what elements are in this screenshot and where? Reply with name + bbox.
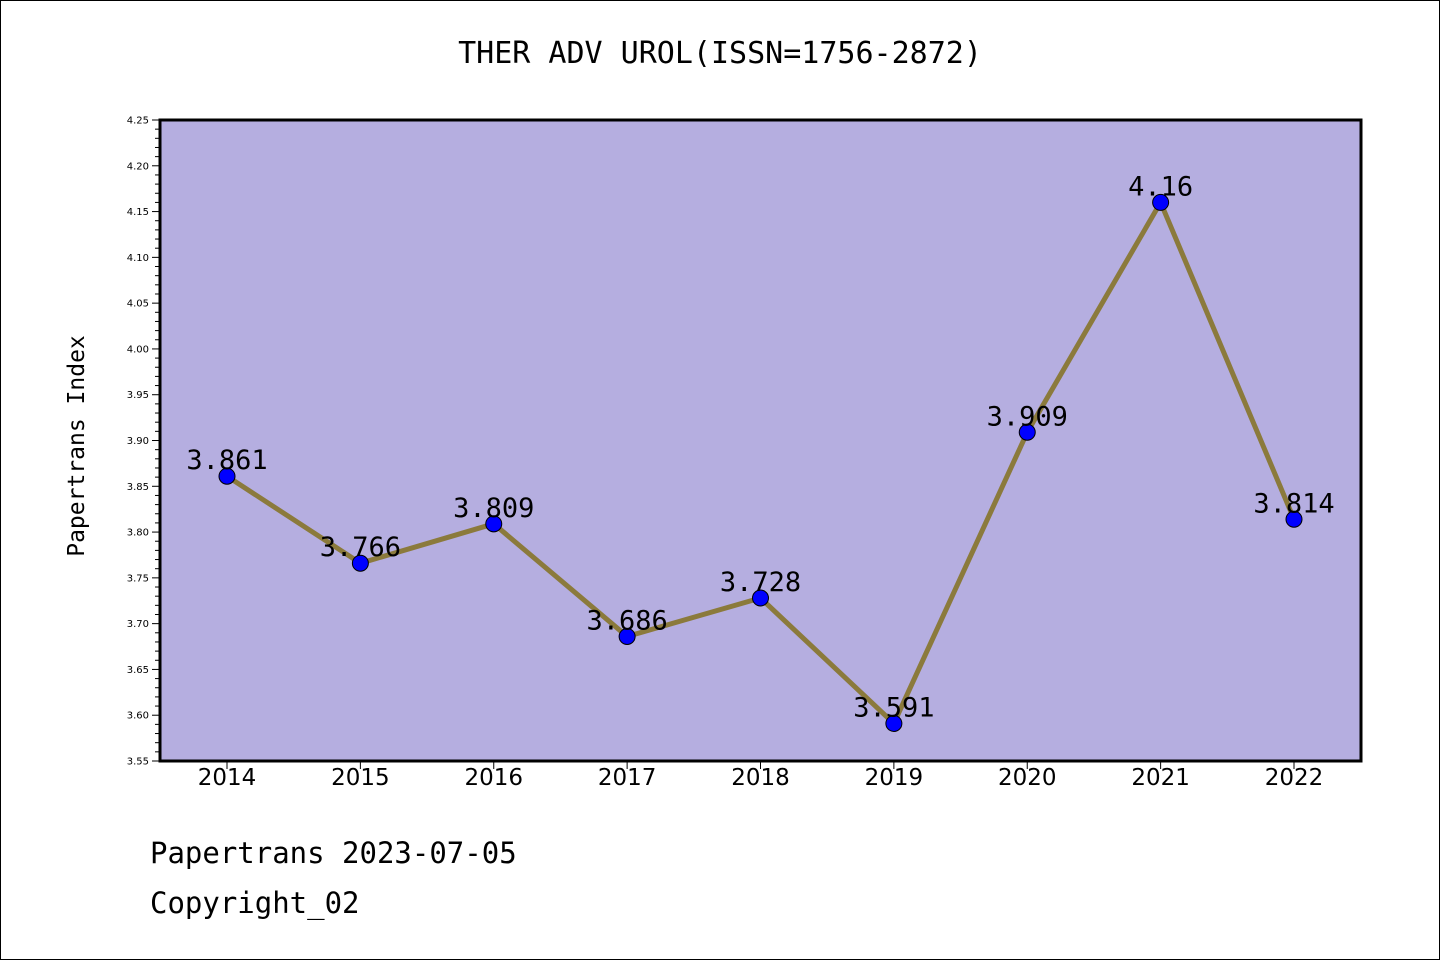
data-label: 3.809	[453, 493, 534, 524]
data-point	[618, 627, 636, 645]
data-point	[1285, 510, 1303, 528]
data-point	[351, 554, 369, 572]
data-label: 3.686	[586, 605, 667, 636]
data-label: 3.814	[1253, 488, 1334, 519]
data-label: 3.766	[320, 532, 401, 563]
y-tick-label: 4.15	[127, 207, 149, 218]
y-tick-label: 3.65	[127, 665, 149, 676]
y-tick-label: 4.00	[127, 344, 149, 355]
data-point	[1018, 423, 1036, 441]
x-tick-label: 2022	[1265, 765, 1324, 791]
y-tick-label: 3.60	[127, 711, 149, 722]
data-label: 3.591	[853, 692, 934, 723]
x-tick-label: 2017	[598, 765, 657, 791]
data-point	[485, 515, 503, 533]
data-point	[885, 714, 903, 732]
footer-source: Papertrans 2023-07-05	[150, 836, 517, 870]
x-tick-label: 2021	[1131, 765, 1190, 791]
y-tick-label: 4.05	[127, 299, 149, 310]
plot-border	[158, 118, 1363, 763]
y-axis-label: Papertrans Index	[64, 335, 90, 557]
x-tick-label: 2019	[865, 765, 924, 791]
x-tick-label: 2018	[731, 765, 790, 791]
data-label: 3.728	[720, 567, 801, 598]
data-point	[1152, 193, 1170, 211]
x-tick-label: 2014	[198, 765, 257, 791]
data-point	[218, 467, 236, 485]
y-tick-label: 3.95	[127, 390, 149, 401]
y-tick-label: 3.75	[127, 573, 149, 584]
data-label: 3.909	[987, 401, 1068, 432]
x-tick-label: 2020	[998, 765, 1057, 791]
y-tick-label: 3.70	[127, 619, 149, 630]
y-tick-label: 3.90	[127, 436, 149, 447]
data-label: 4.16	[1128, 171, 1193, 202]
y-tick-label: 3.55	[127, 757, 149, 768]
y-tick-label: 4.25	[127, 116, 149, 127]
y-tick-label: 3.80	[127, 528, 149, 539]
chart-title: THER ADV UROL(ISSN=1756-2872)	[458, 36, 982, 71]
plot-area	[160, 120, 1361, 761]
y-tick-label: 3.85	[127, 482, 149, 493]
x-tick-label: 2015	[331, 765, 390, 791]
x-tick-label: 2016	[464, 765, 523, 791]
data-label: 3.861	[186, 445, 267, 476]
footer-copyright: Copyright_02	[150, 886, 360, 920]
y-tick-label: 4.20	[127, 161, 149, 172]
y-tick-label: 4.10	[127, 253, 149, 264]
data-point	[752, 589, 769, 607]
